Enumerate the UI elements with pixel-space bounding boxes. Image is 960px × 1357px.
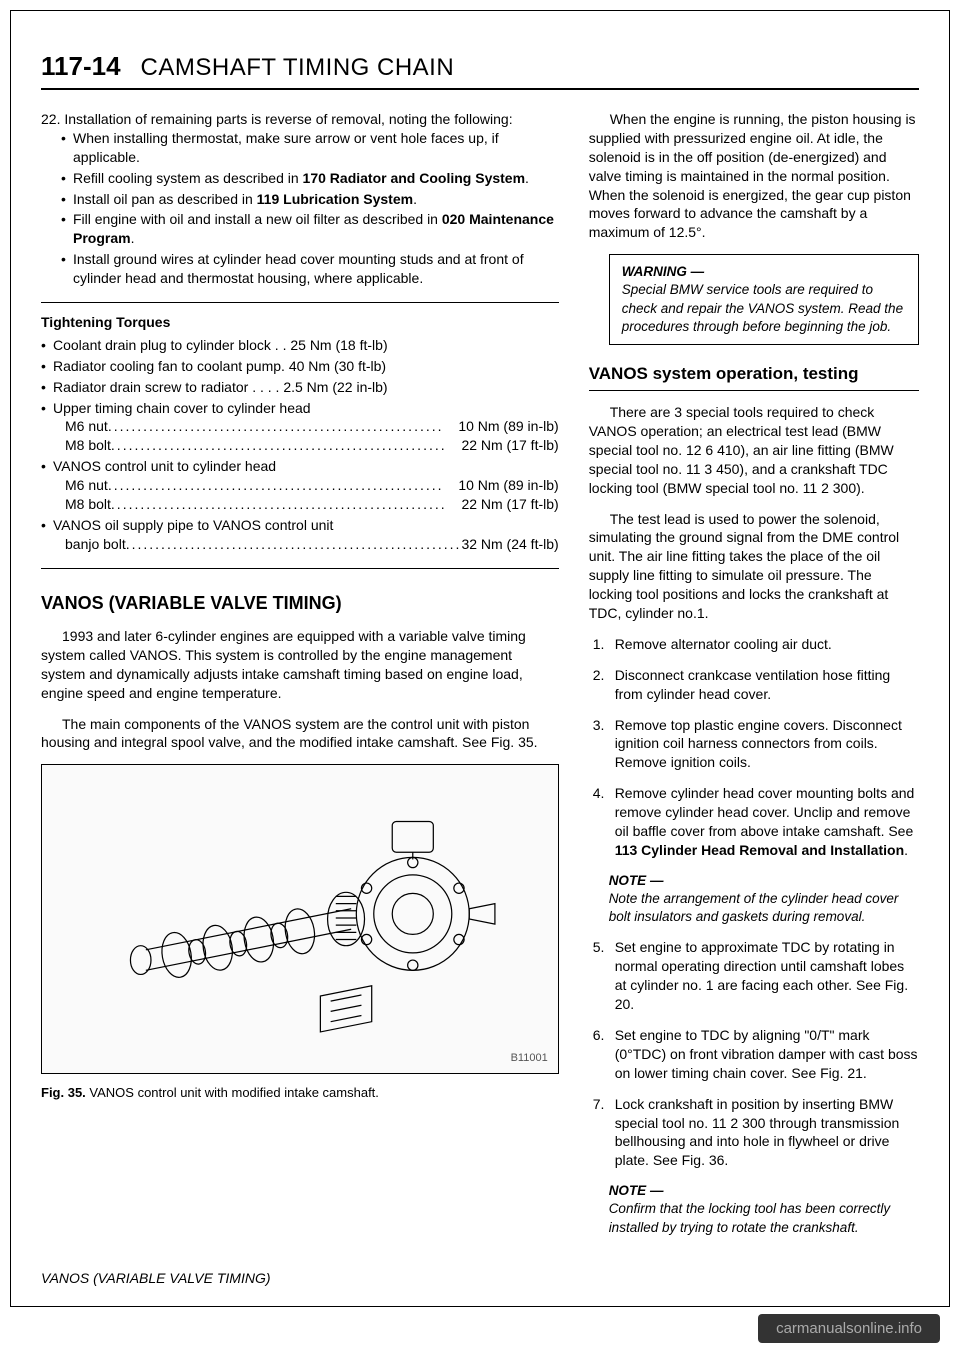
vanos-para-1: 1993 and later 6-cylinder engines are eq… <box>41 627 559 703</box>
torque-item: Upper timing chain cover to cylinder hea… <box>41 399 559 456</box>
torque-item: Radiator drain screw to radiator . . . .… <box>41 378 559 397</box>
step-text: Set engine to approximate TDC by rotatin… <box>615 939 908 1012</box>
figure-caption-text: VANOS control unit with modified intake … <box>86 1085 379 1100</box>
step-text: Lock crankshaft in position by inserting… <box>615 1096 900 1169</box>
sub-value: 22 Nm (17 ft-lb) <box>461 495 558 514</box>
torque-list: Coolant drain plug to cylinder block . .… <box>41 336 559 554</box>
step-22-bullets: When installing thermostat, make sure ar… <box>41 129 559 288</box>
torque-value: 40 Nm (30 ft-lb) <box>289 358 386 374</box>
torque-value: 2.5 Nm (22 in-lb) <box>283 379 387 395</box>
torque-item: Coolant drain plug to cylinder block . .… <box>41 336 559 355</box>
bullet-item: Install ground wires at cylinder head co… <box>61 250 559 288</box>
procedure-step: 2.Disconnect crankcase ventilation hose … <box>609 666 919 704</box>
sub-label: banjo bolt <box>65 535 126 554</box>
warning-box: WARNING — Special BMW service tools are … <box>609 254 919 345</box>
note-body: Note the arrangement of the cylinder hea… <box>609 890 919 926</box>
step-text: Remove alternator cooling air duct. <box>615 636 832 652</box>
note-title: NOTE — <box>609 872 919 890</box>
torque-label: VANOS oil supply pipe to VANOS control u… <box>53 517 333 533</box>
torque-item: VANOS oil supply pipe to VANOS control u… <box>41 516 559 554</box>
bullet-item: When installing thermostat, make sure ar… <box>61 129 559 167</box>
vanos-para-2: The main components of the VANOS system … <box>41 715 559 753</box>
figure-35: B11001 <box>41 764 559 1074</box>
torque-sub-row: M6 nut 10 Nm (89 in-lb) <box>65 476 559 495</box>
warning-title: WARNING — <box>622 263 906 281</box>
bullet-item: Fill engine with oil and install a new o… <box>61 210 559 248</box>
divider <box>41 302 559 303</box>
procedure-step: 7.Lock crankshaft in position by inserti… <box>609 1095 919 1171</box>
note-title: NOTE — <box>609 1182 919 1200</box>
sub-label: M8 bolt <box>65 495 111 514</box>
testing-para-1: There are 3 special tools required to ch… <box>589 403 919 497</box>
two-column-layout: 22. Installation of remaining parts is r… <box>41 110 919 1249</box>
footer-section-title: VANOS (VARIABLE VALVE TIMING) <box>41 1270 271 1286</box>
torque-sub-row: banjo bolt 32 Nm (24 ft-lb) <box>65 535 559 554</box>
torque-label: VANOS control unit to cylinder head <box>53 458 276 474</box>
right-column: When the engine is running, the piston h… <box>589 110 919 1249</box>
step-number: 22. <box>41 111 60 127</box>
figure-id: B11001 <box>511 1051 548 1066</box>
figure-caption: Fig. 35. VANOS control unit with modifie… <box>41 1084 559 1102</box>
left-column: 22. Installation of remaining parts is r… <box>41 110 559 1249</box>
torque-label: Upper timing chain cover to cylinder hea… <box>53 400 311 416</box>
intro-para: When the engine is running, the piston h… <box>589 110 919 242</box>
watermark: carmanualsonline.info <box>758 1314 940 1343</box>
torque-item: Radiator cooling fan to coolant pump. 40… <box>41 357 559 376</box>
note-block-2: NOTE — Confirm that the locking tool has… <box>589 1182 919 1237</box>
procedure-step: 5.Set engine to approximate TDC by rotat… <box>609 938 919 1014</box>
divider <box>41 568 559 569</box>
torque-label: Radiator drain screw to radiator <box>53 379 248 395</box>
tightening-torques: Tightening Torques Coolant drain plug to… <box>41 313 559 554</box>
procedure-step: 1.Remove alternator cooling air duct. <box>609 635 919 654</box>
step-text: Set engine to TDC by aligning "0/T" mark… <box>615 1027 918 1081</box>
vanos-testing-heading: VANOS system operation, testing <box>589 363 919 391</box>
bold-ref: 020 Maintenance Program <box>73 211 554 246</box>
vanos-diagram-icon <box>42 765 558 1073</box>
testing-para-2: The test lead is used to power the solen… <box>589 510 919 623</box>
sub-label: M6 nut <box>65 417 108 436</box>
step-22: 22. Installation of remaining parts is r… <box>41 110 559 288</box>
page-title: CAMSHAFT TIMING CHAIN <box>141 54 455 82</box>
sub-label: M8 bolt <box>65 436 111 455</box>
step-text: Disconnect crankcase ventilation hose fi… <box>615 667 890 702</box>
page-header: 117-14 CAMSHAFT TIMING CHAIN <box>41 51 919 90</box>
procedure-step: 4.Remove cylinder head cover mounting bo… <box>609 784 919 860</box>
step-text: Installation of remaining parts is rever… <box>64 111 512 127</box>
vanos-heading: VANOS (VARIABLE VALVE TIMING) <box>41 591 559 615</box>
page-number: 117-14 <box>41 51 121 82</box>
page-border: 117-14 CAMSHAFT TIMING CHAIN 22. Install… <box>10 10 950 1307</box>
procedure-step: 6.Set engine to TDC by aligning "0/T" ma… <box>609 1026 919 1083</box>
procedure-list-2: 5.Set engine to approximate TDC by rotat… <box>589 938 919 1170</box>
torques-title: Tightening Torques <box>41 313 559 332</box>
torque-item: VANOS control unit to cylinder head M6 n… <box>41 457 559 514</box>
step-text: Remove top plastic engine covers. Discon… <box>615 717 902 771</box>
torque-sub-row: M6 nut 10 Nm (89 in-lb) <box>65 417 559 436</box>
bold-ref: 170 Radiator and Cooling System <box>303 170 526 186</box>
sub-label: M6 nut <box>65 476 108 495</box>
torque-value: 25 Nm (18 ft-lb) <box>290 337 387 353</box>
procedure-step: 3.Remove top plastic engine covers. Disc… <box>609 716 919 773</box>
sub-value: 22 Nm (17 ft-lb) <box>461 436 558 455</box>
note-block-1: NOTE — Note the arrangement of the cylin… <box>589 872 919 927</box>
note-body: Confirm that the locking tool has been c… <box>609 1200 919 1236</box>
bold-ref: 119 Lubrication System <box>257 191 413 207</box>
torque-sub-row: M8 bolt 22 Nm (17 ft-lb) <box>65 436 559 455</box>
warning-body: Special BMW service tools are required t… <box>622 281 906 336</box>
torque-sub-row: M8 bolt 22 Nm (17 ft-lb) <box>65 495 559 514</box>
sub-value: 32 Nm (24 ft-lb) <box>461 535 558 554</box>
sub-value: 10 Nm (89 in-lb) <box>458 476 558 495</box>
torque-label: Radiator cooling fan to coolant pump. <box>53 358 285 374</box>
procedure-list: 1.Remove alternator cooling air duct. 2.… <box>589 635 919 860</box>
bold-ref: 113 Cylinder Head Removal and Installati… <box>615 842 904 858</box>
figure-caption-bold: Fig. 35. <box>41 1085 86 1100</box>
sub-value: 10 Nm (89 in-lb) <box>458 417 558 436</box>
bullet-item: Install oil pan as described in 119 Lubr… <box>61 190 559 209</box>
bullet-item: Refill cooling system as described in 17… <box>61 169 559 188</box>
torque-label: Coolant drain plug to cylinder block <box>53 337 271 353</box>
